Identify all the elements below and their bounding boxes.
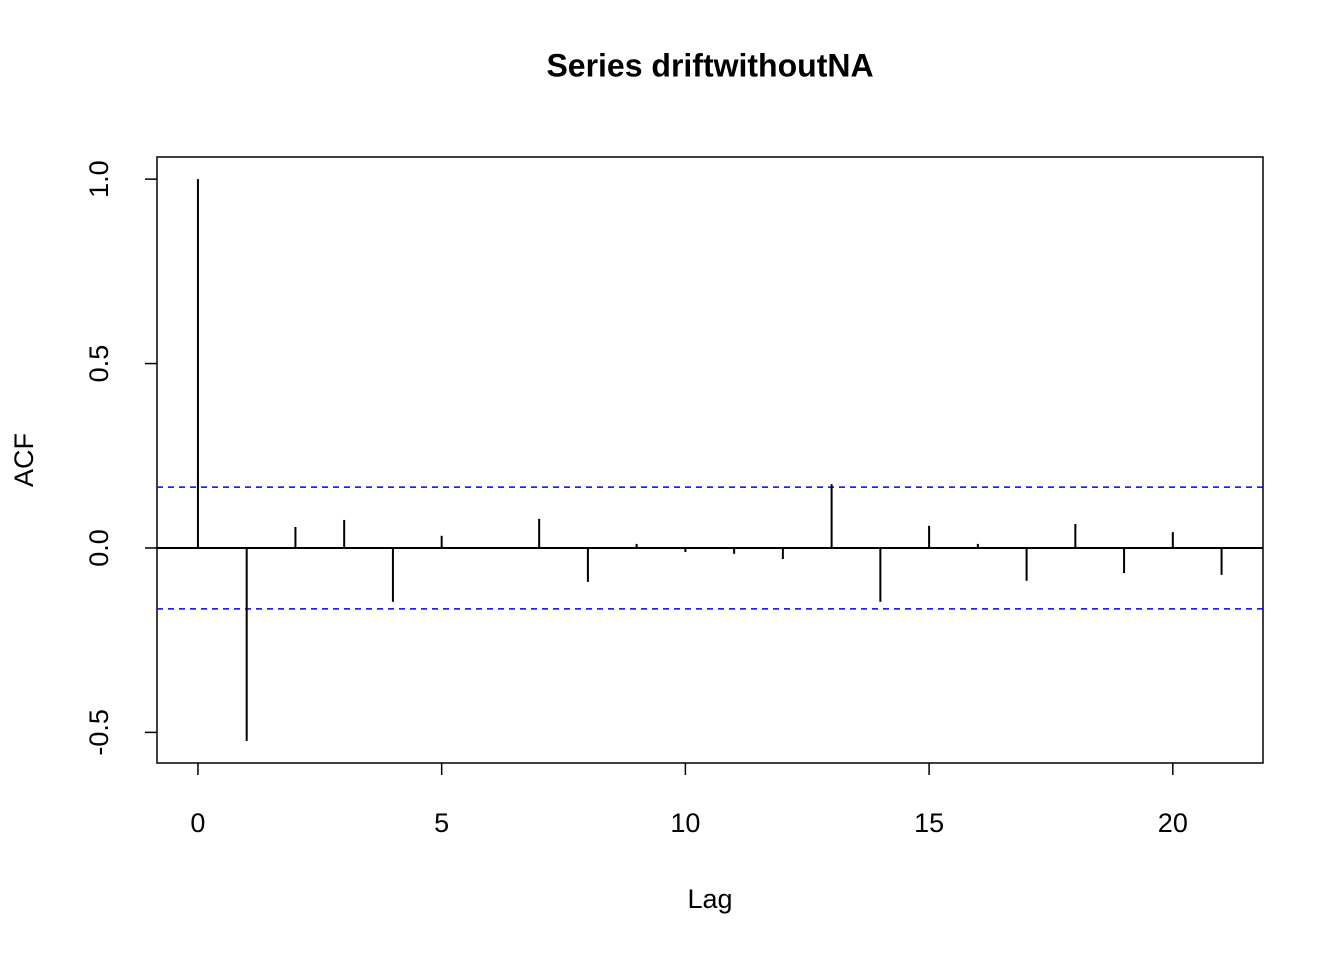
y-tick-label: 1.0 (84, 160, 114, 198)
y-axis-label: ACF (9, 433, 39, 487)
x-tick-label: 20 (1158, 808, 1188, 838)
x-tick-label: 5 (434, 808, 449, 838)
x-tick-label: 0 (190, 808, 205, 838)
y-tick-label: -0.5 (84, 709, 114, 756)
x-tick-label: 15 (914, 808, 944, 838)
y-tick-label: 0.0 (84, 529, 114, 567)
x-axis-label: Lag (687, 884, 732, 914)
x-tick-label: 10 (670, 808, 700, 838)
chart-title: Series driftwithoutNA (546, 47, 873, 83)
y-tick-label: 0.5 (84, 345, 114, 383)
plot-frame (156, 156, 1264, 764)
